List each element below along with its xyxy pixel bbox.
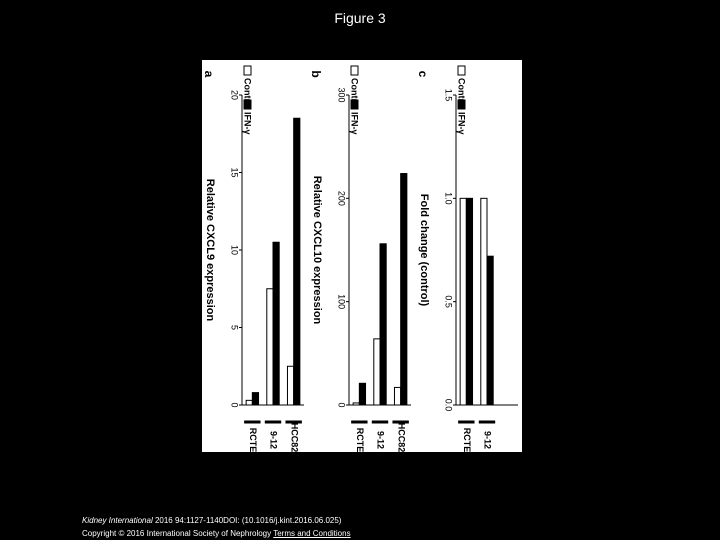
panel-letter: b (309, 70, 323, 77)
bar (286, 365, 295, 406)
bar (459, 197, 467, 406)
panel-letter: a (202, 71, 216, 78)
copyright: Copyright © 2016 International Society o… (82, 529, 272, 538)
y-tick-label: 0 (230, 402, 240, 407)
journal: Kidney International (82, 516, 153, 525)
bar (379, 243, 387, 406)
legend-swatch (350, 99, 359, 110)
footer: Kidney International 2016 94:1127-1140DO… (82, 514, 351, 540)
y-axis-label: Fold change (control) (418, 194, 430, 307)
legend-swatch (457, 99, 466, 110)
x-tick-label: RCTE (248, 428, 258, 453)
legend-swatch (243, 65, 252, 76)
y-tick-label: 1.5 (444, 89, 454, 102)
copyright-line: Copyright © 2016 International Society o… (82, 527, 351, 540)
y-axis-label: Relative CXCL9 expression (204, 179, 216, 322)
legend-label: Control (457, 78, 467, 110)
y-tick-label: 10 (230, 245, 240, 255)
slide-title: Figure 3 (334, 10, 386, 26)
y-tick-label: 0.5 (444, 295, 454, 308)
bar (266, 288, 274, 406)
legend-label: IFN-γ (457, 112, 467, 135)
bar (373, 338, 381, 406)
y-axis-label: Relative CXCL10 expression (311, 176, 323, 325)
citation: 2016 94:1127-1140DOI: (10.1016/j.kint.20… (154, 516, 342, 525)
y-tick-label: 0.0 (444, 399, 454, 412)
bar (400, 173, 408, 406)
panel-letter: c (416, 71, 430, 78)
citation-line: Kidney International 2016 94:1127-1140DO… (82, 514, 351, 527)
y-tick-label: 0 (337, 402, 347, 407)
legend-label: IFN-γ (243, 112, 253, 135)
y-tick-label: 100 (337, 294, 347, 309)
bar (358, 382, 367, 406)
bar (245, 399, 253, 406)
legend-label: Control (350, 78, 360, 110)
legend-label: IFN-γ (350, 112, 360, 135)
y-tick-label: 200 (337, 191, 347, 206)
x-tick-label: RCTE (355, 428, 365, 453)
legend-swatch (350, 65, 359, 76)
bar (293, 117, 301, 406)
x-tick-label: 9-12 (376, 431, 386, 449)
x-tick-label: HCC827 (396, 423, 406, 458)
y-tick-label: 1.0 (444, 192, 454, 205)
bar (393, 386, 402, 406)
bar (352, 402, 360, 406)
y-tick-label: 20 (230, 90, 240, 100)
bar (251, 392, 260, 406)
bar (465, 197, 474, 406)
terms-link[interactable]: Terms and Conditions (273, 529, 351, 538)
legend-swatch (457, 65, 466, 76)
x-tick-label: 9-12 (269, 431, 279, 449)
legend-swatch (243, 99, 252, 110)
x-tick-label: 9-12 (483, 431, 493, 449)
bar (480, 197, 488, 406)
y-tick-label: 15 (230, 167, 240, 177)
y-tick-label: 5 (230, 325, 240, 330)
legend-label: Control (243, 78, 253, 110)
y-tick-label: 300 (337, 87, 347, 102)
bar (486, 255, 494, 406)
x-tick-label: RCTE (462, 428, 472, 453)
x-tick-label: HCC827 (289, 423, 299, 458)
bar (272, 241, 280, 406)
